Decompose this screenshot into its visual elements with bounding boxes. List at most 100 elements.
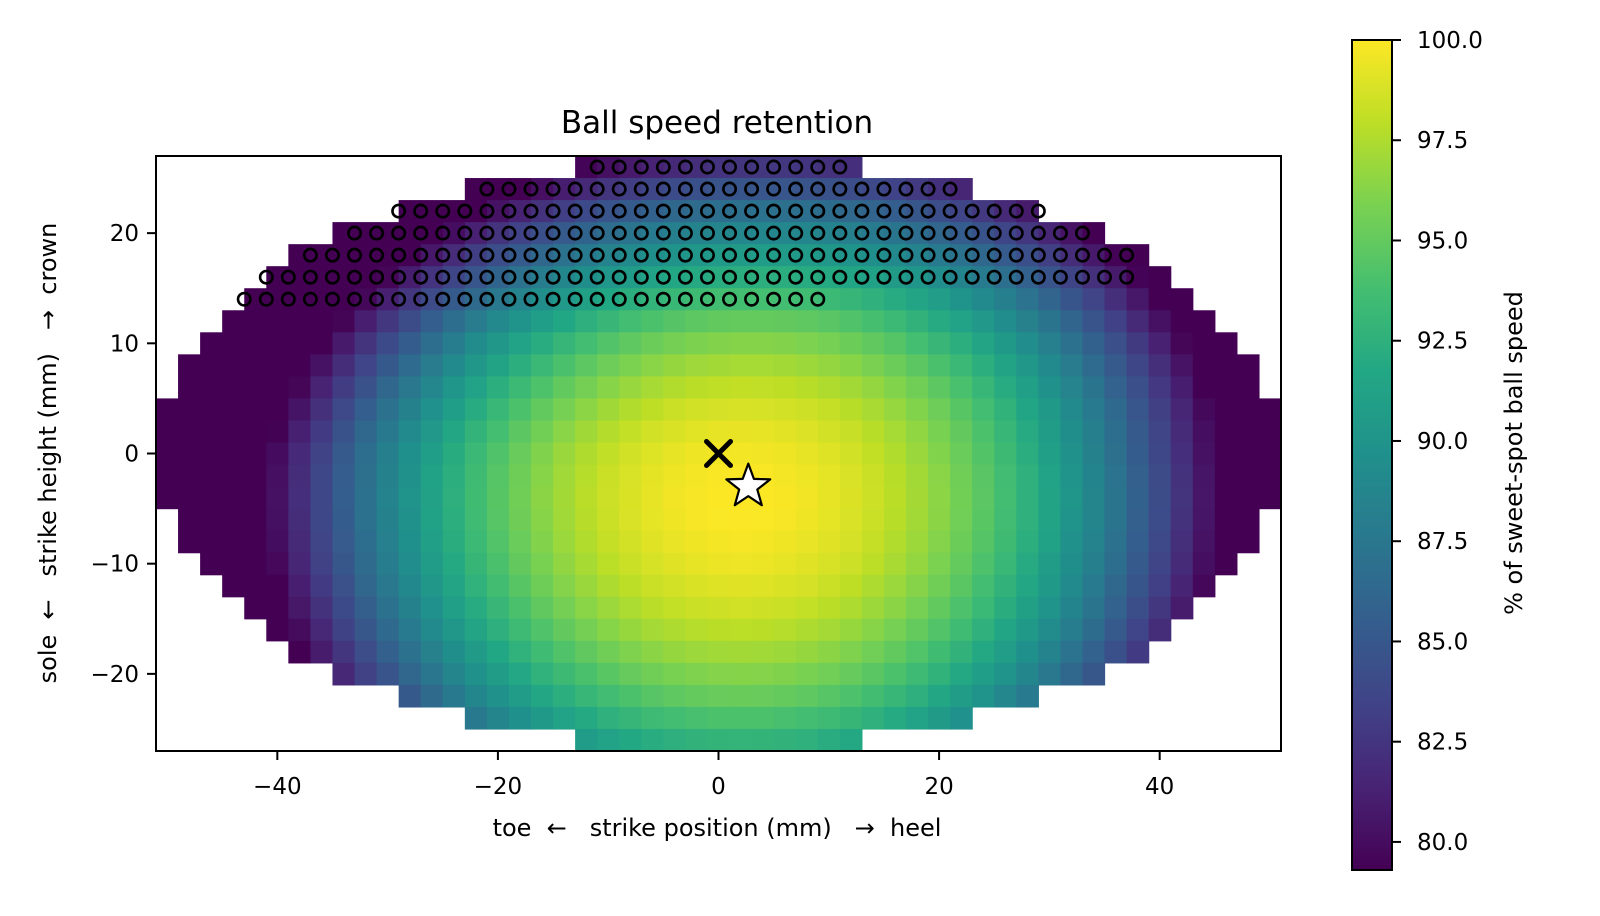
heatmap-cell: [685, 486, 709, 510]
heatmap-cell: [928, 310, 951, 333]
heatmap-cell: [1016, 288, 1039, 311]
heatmap-cell: [420, 464, 444, 488]
heatmap-cell: [619, 640, 642, 664]
heatmap-cell: [486, 530, 510, 554]
heatmap-cell: [508, 354, 532, 377]
heatmap-cell: [464, 552, 488, 576]
flagged-cell-circle: [501, 225, 517, 241]
heatmap-cell: [420, 266, 444, 289]
flagged-cell-circle: [457, 225, 473, 241]
heatmap-cell: [575, 464, 598, 488]
heatmap-cell: [200, 442, 223, 466]
flagged-cell-circle: [1030, 203, 1046, 219]
heatmap-cell: [1082, 244, 1106, 267]
heatmap-cell: [1214, 354, 1238, 377]
heatmap-cell: [773, 662, 797, 686]
heatmap-cell: [928, 640, 951, 664]
flagged-cell-circle: [854, 269, 870, 285]
heatmap-cell: [751, 552, 775, 576]
flagged-cell-circle: [876, 269, 892, 285]
flagged-cell-circle: [1074, 225, 1090, 241]
heatmap-cell: [685, 376, 709, 400]
heatmap-cell: [729, 376, 753, 400]
heatmap-cell: [663, 200, 687, 223]
heatmap-cell: [531, 552, 554, 576]
heatmap-cell: [1016, 684, 1039, 708]
heatmap-cell: [553, 200, 576, 223]
flagged-cell-circle: [302, 269, 318, 285]
heatmap-cell: [685, 618, 709, 642]
heatmap-cell: [486, 200, 510, 223]
flagged-cell-circle: [457, 291, 473, 307]
heatmap-cell: [1016, 376, 1039, 400]
heatmap-cell: [464, 684, 488, 708]
heatmap-cell: [950, 552, 973, 576]
heatmap-cell: [464, 310, 488, 333]
heatmap-cell: [751, 420, 775, 444]
flagged-cell-circle: [898, 247, 914, 263]
heatmap-cell: [861, 486, 885, 510]
heatmap-cell: [707, 266, 731, 289]
heatmap-cell: [310, 376, 334, 400]
heatmap-cell: [1236, 464, 1260, 488]
heatmap-cells: [156, 156, 1282, 752]
heatmap-cell: [795, 530, 819, 554]
heatmap-cell: [597, 222, 620, 245]
flagged-cell-circle: [832, 203, 848, 219]
heatmap-cell: [244, 574, 267, 598]
heatmap-cell: [332, 530, 356, 554]
flagged-cell-circle: [479, 225, 495, 241]
heatmap-cell: [883, 464, 907, 488]
heatmap-cell: [1060, 530, 1084, 554]
heatmap-cell: [266, 596, 289, 620]
heatmap-cell: [619, 464, 642, 488]
heatmap-cell: [751, 684, 775, 708]
heatmap-cell: [486, 332, 510, 355]
heatmap-cell: [332, 354, 356, 377]
heatmap-cell: [420, 530, 444, 554]
heatmap-cell: [861, 178, 885, 201]
heatmap-cell: [950, 662, 973, 686]
heatmap-cell: [1148, 596, 1172, 620]
heatmap-cell: [464, 222, 488, 245]
heatmap-cell: [707, 508, 731, 532]
flagged-cell-circle: [788, 291, 804, 307]
heatmap-cell: [178, 398, 201, 422]
heatmap-cell: [464, 288, 488, 311]
heatmap-cell: [729, 640, 753, 664]
flagged-cell-circle: [611, 269, 627, 285]
heatmap-cell: [310, 310, 334, 333]
heatmap-cell: [729, 508, 753, 532]
heatmap-cell: [707, 662, 731, 686]
heatmap-cell: [707, 376, 731, 400]
heatmap-cell: [1016, 310, 1039, 333]
heatmap-cell: [597, 398, 620, 422]
heatmap-cell: [839, 706, 863, 730]
heatmap-cell: [1060, 618, 1084, 642]
heatmap-cell: [376, 640, 400, 664]
heatmap-cell: [994, 222, 1017, 245]
heatmap-cell: [1038, 266, 1062, 289]
flagged-cell-circle: [324, 247, 340, 263]
heatmap-cell: [928, 442, 951, 466]
heatmap-cell: [817, 618, 841, 642]
heatmap-cell: [839, 530, 863, 554]
heatmap-cell: [310, 640, 334, 664]
heatmap-cell: [310, 464, 334, 488]
heatmap-cell: [288, 288, 312, 311]
flagged-cell-circle: [633, 291, 649, 307]
heatmap-cell: [1104, 442, 1128, 466]
heatmap-cell: [420, 596, 444, 620]
heatmap-cell: [1038, 574, 1062, 598]
heatmap-cell: [508, 376, 532, 400]
heatmap-cell: [1192, 310, 1216, 333]
heatmap-cell: [773, 618, 797, 642]
heatmap-cell: [531, 530, 554, 554]
heatmap-cell: [1060, 662, 1084, 686]
heatmap-cell: [332, 662, 356, 686]
heatmap-cell: [332, 420, 356, 444]
heatmap-cell: [1148, 332, 1172, 355]
heatmap-cell: [839, 200, 863, 223]
heatmap-cell: [751, 662, 775, 686]
